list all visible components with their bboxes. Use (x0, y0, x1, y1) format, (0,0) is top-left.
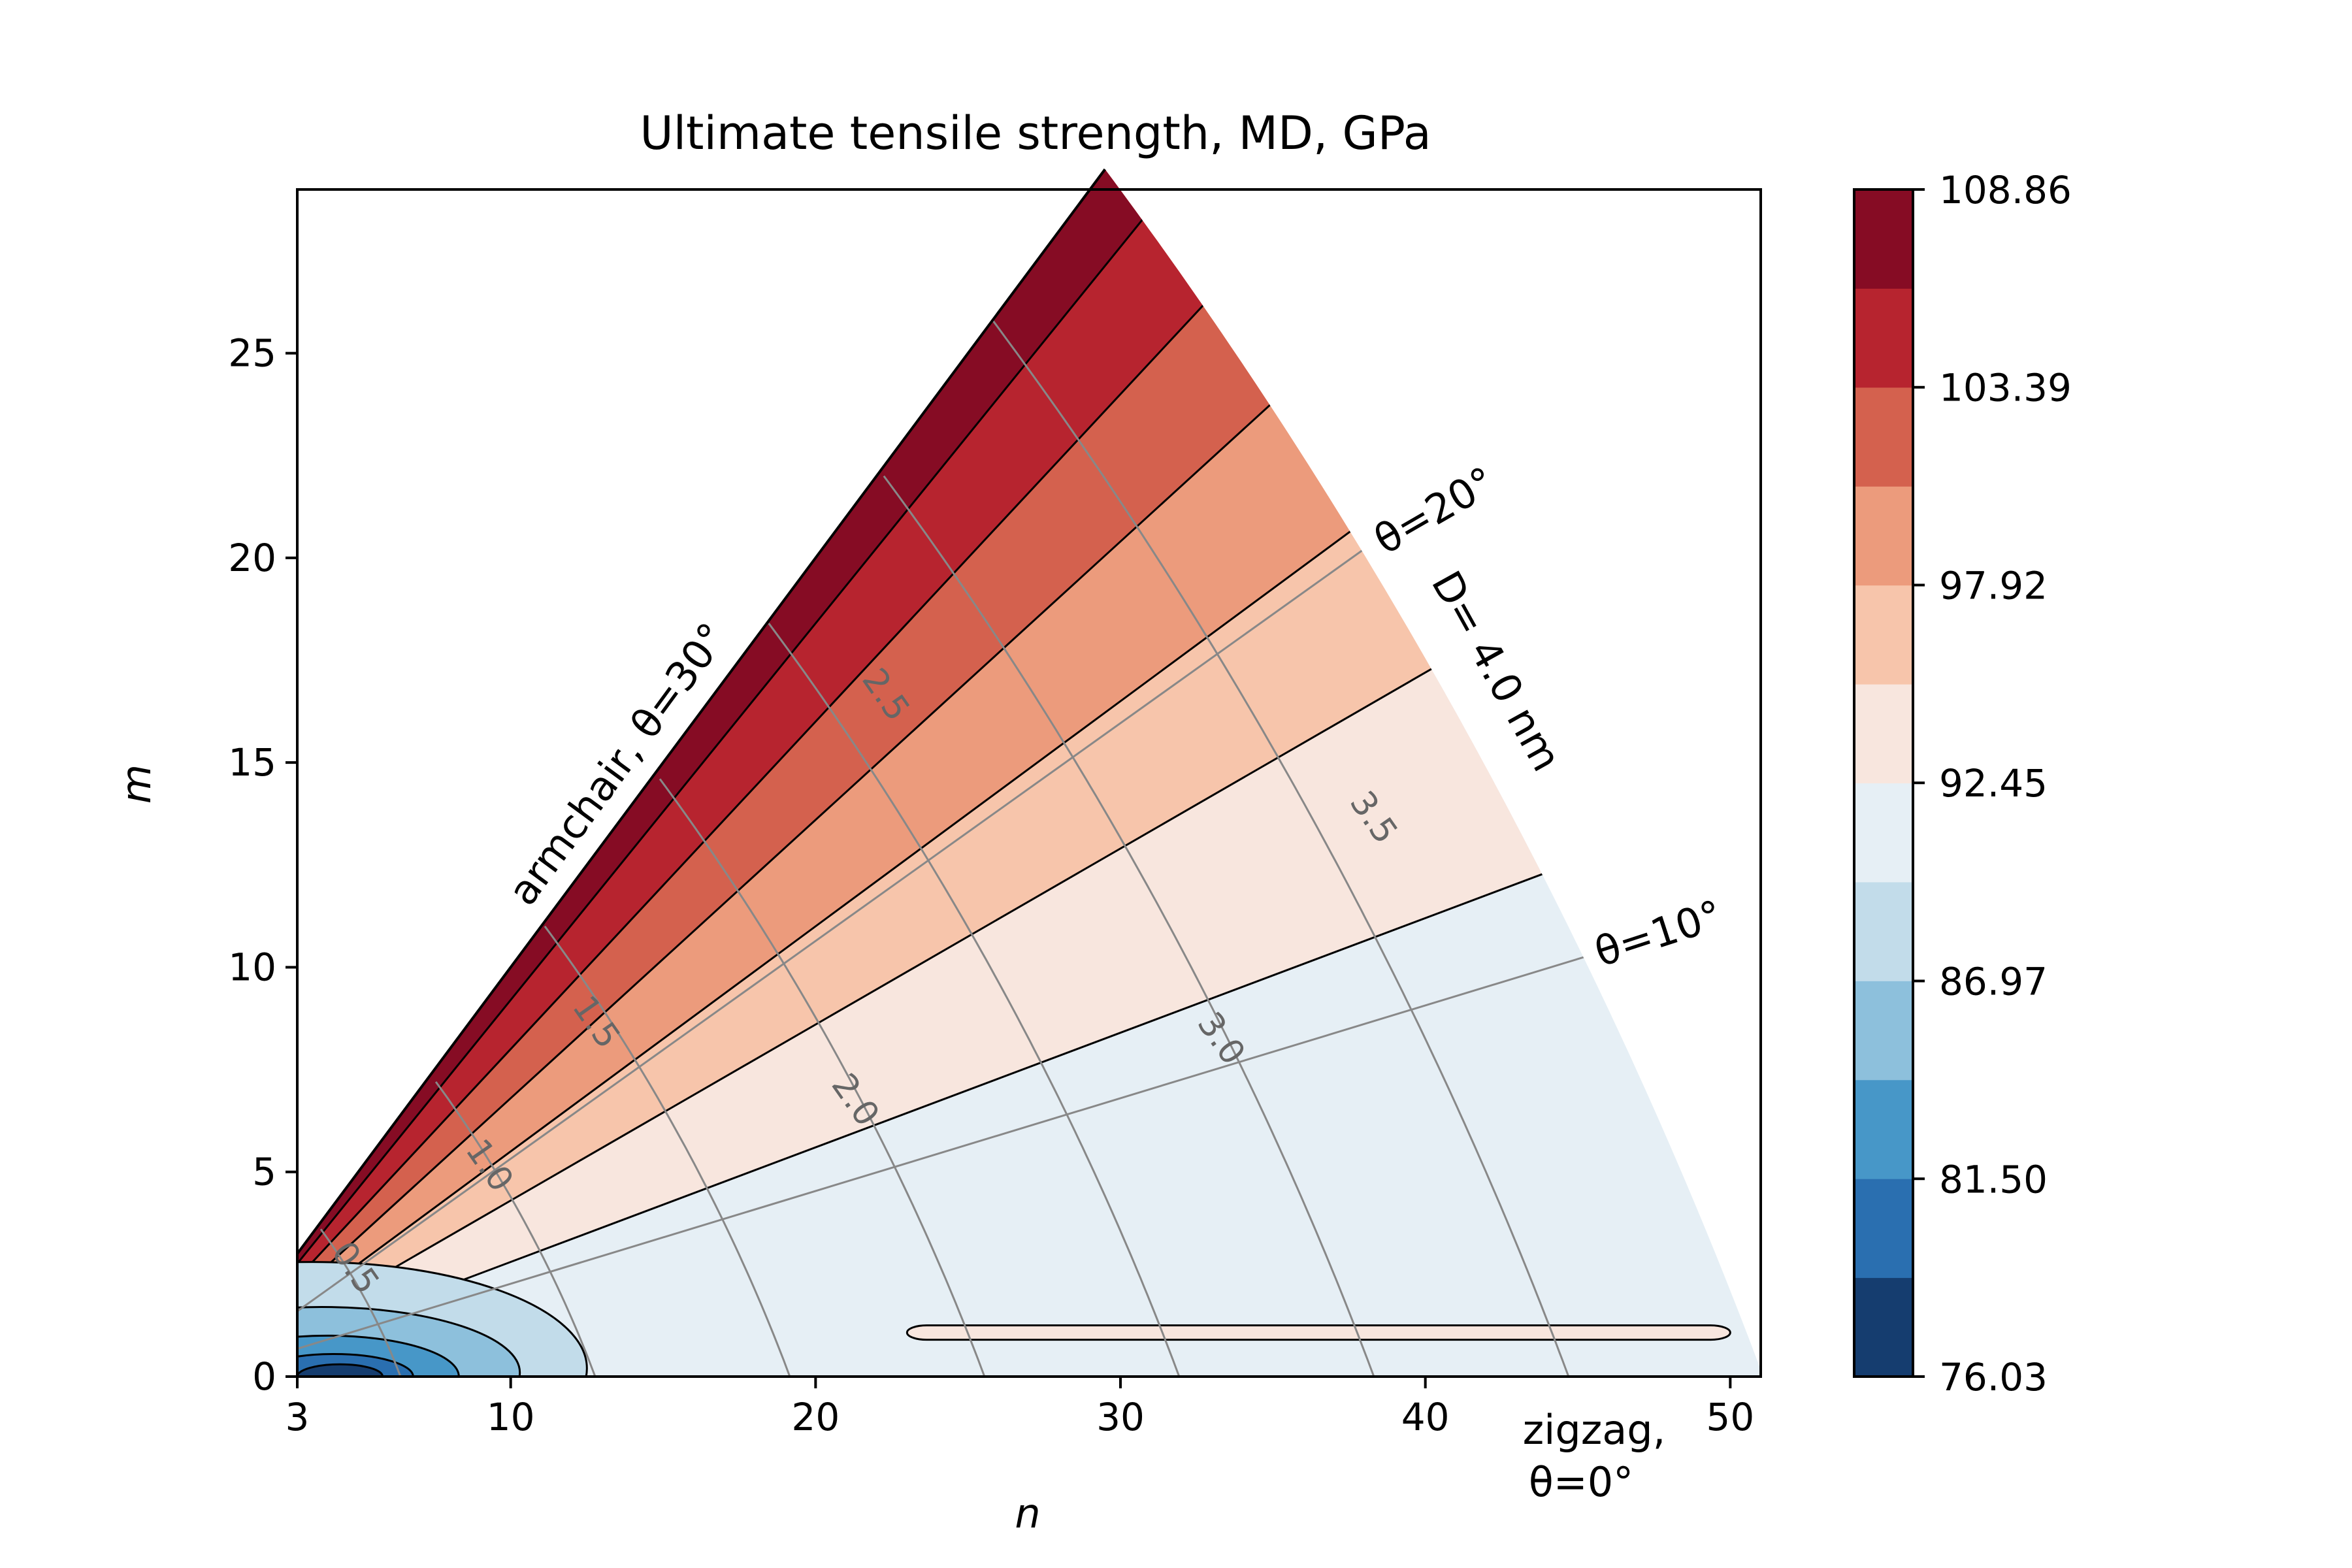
colorbar-tick-label: 92.45 (1939, 761, 2048, 806)
y-tick-label: 5 (252, 1150, 276, 1194)
y-tick-label: 15 (228, 740, 276, 785)
y-axis-label: m (112, 764, 160, 804)
colorbar-segment (1854, 981, 1913, 1081)
diameter-contour-line (768, 623, 1181, 1377)
colorbar-segment (1854, 585, 1913, 685)
colorbar-tick-label: 76.03 (1939, 1355, 2048, 1399)
colorbar: 76.03 81.50 86.97 92.45 97.92 103.39 108.86 (1853, 168, 2072, 1399)
y-tick-label: 25 (228, 331, 276, 376)
x-tick-label: 50 (1706, 1395, 1754, 1439)
chart-title: Ultimate tensile strength, MD, GPa (640, 106, 1431, 160)
diameter-contours (319, 319, 1570, 1377)
y-tick-label: 10 (228, 945, 276, 989)
colorbar-segment (1854, 1179, 1913, 1279)
x-tick-label: 40 (1401, 1395, 1450, 1439)
colorbar-segment (1854, 288, 1913, 388)
diameter-contour-line (992, 319, 1570, 1377)
x-tick-label: 30 (1096, 1395, 1145, 1439)
y-tick-label: 0 (252, 1354, 276, 1399)
colorbar-segment (1854, 1079, 1913, 1179)
colorbar-segment (1854, 881, 1913, 981)
colorbar-tick-label: 86.97 (1939, 960, 2048, 1004)
colorbar-segment (1854, 1277, 1913, 1377)
diameter-contour-line (434, 1081, 596, 1377)
colorbar-segment (1854, 486, 1913, 586)
contour-bands (297, 169, 1763, 1377)
x-tick-label: 10 (487, 1395, 535, 1439)
colorbar-segment (1854, 387, 1913, 487)
y-tick-label: 20 (228, 536, 276, 580)
theta10-annotation: θ=10° (1589, 890, 1728, 976)
colorbar-tick-label: 97.92 (1939, 563, 2048, 608)
colorbar-segment (1854, 189, 1913, 289)
y-axis-ticks: 0 5 10 15 20 25 (228, 331, 297, 1399)
diameter-contour-line (319, 1228, 402, 1377)
x-axis-ticks: 3 10 20 30 40 50 (286, 1377, 1754, 1439)
contour-band (906, 1324, 1731, 1341)
colorbar-tick-label: 108.86 (1939, 168, 2072, 212)
x-tick-label: 20 (791, 1395, 840, 1439)
armchair-edge-line (296, 168, 1106, 1255)
x-axis-label: n (1015, 1490, 1040, 1537)
colorbar-segment (1854, 783, 1913, 883)
colorbar-tick-label: 81.50 (1939, 1157, 2048, 1201)
diameter-contour-line (883, 475, 1375, 1377)
colorbar-tick-label: 103.39 (1939, 366, 2072, 410)
plot-frame (296, 188, 1762, 1378)
zigzag-annotation: zigzag, (1523, 1406, 1666, 1454)
colorbar-segment (1854, 684, 1913, 783)
diameter-contour-line (659, 778, 986, 1377)
zigzag-theta-annotation: θ=0° (1529, 1458, 1633, 1506)
diameter-contour-line (544, 925, 791, 1377)
x-tick-label: 3 (286, 1395, 310, 1439)
theta20-annotation: θ=20° (1366, 457, 1503, 564)
